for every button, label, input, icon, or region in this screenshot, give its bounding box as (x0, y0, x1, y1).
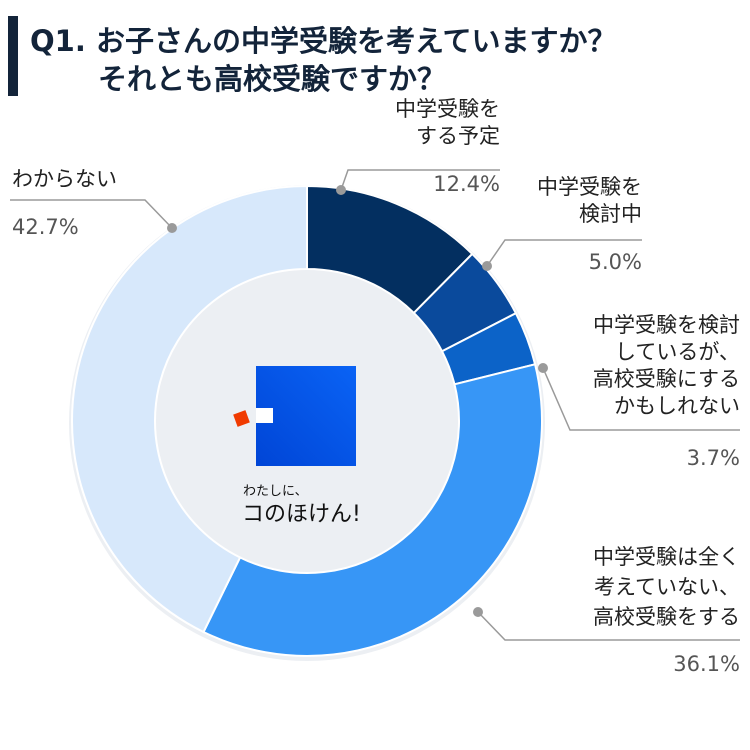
donut-slice-4 (71, 184, 308, 634)
leader-line-0 (340, 169, 500, 191)
donut-slice-3 (202, 363, 543, 657)
label-slice-3: 中学受験は全く 考えていない、 高校受験をする (593, 545, 740, 629)
leader-line-2 (542, 367, 740, 431)
leader-line-4 (10, 199, 173, 229)
pct-slice-1: 5.0% (588, 250, 642, 274)
pct-slice-3: 36.1% (673, 652, 740, 676)
label-slice-1: 中学受験を 検討中 (537, 175, 642, 226)
label-slice-2: 中学受験を検討 しているが、 高校受験にする かもしれない (592, 313, 740, 418)
pct-slice-0: 12.4% (433, 172, 500, 196)
title-accent-bar (8, 16, 18, 96)
leader-dot-1 (482, 261, 492, 271)
leader-dot-0 (336, 185, 346, 195)
logo-text-2: コのほけん! (242, 502, 361, 527)
logo-text-1: わたしに、 (243, 484, 308, 499)
label-slice-0: 中学受験を する予定 (395, 97, 500, 148)
leader-line-3 (477, 611, 740, 641)
chart-title-line1: Q1. お子さんの中学受験を考えていますか？ (30, 24, 617, 58)
leader-dot-2 (538, 363, 548, 373)
label-slice-4: わからない (12, 167, 117, 191)
leader-dot-3 (473, 607, 483, 617)
logo-notch (256, 408, 273, 423)
leader-line-1 (486, 239, 642, 267)
pct-slice-2: 3.7% (686, 446, 740, 470)
chart-title-line2: それとも高校受験ですか？ (98, 62, 447, 96)
leader-dot-4 (167, 223, 177, 233)
pct-slice-4: 42.7% (12, 215, 79, 239)
